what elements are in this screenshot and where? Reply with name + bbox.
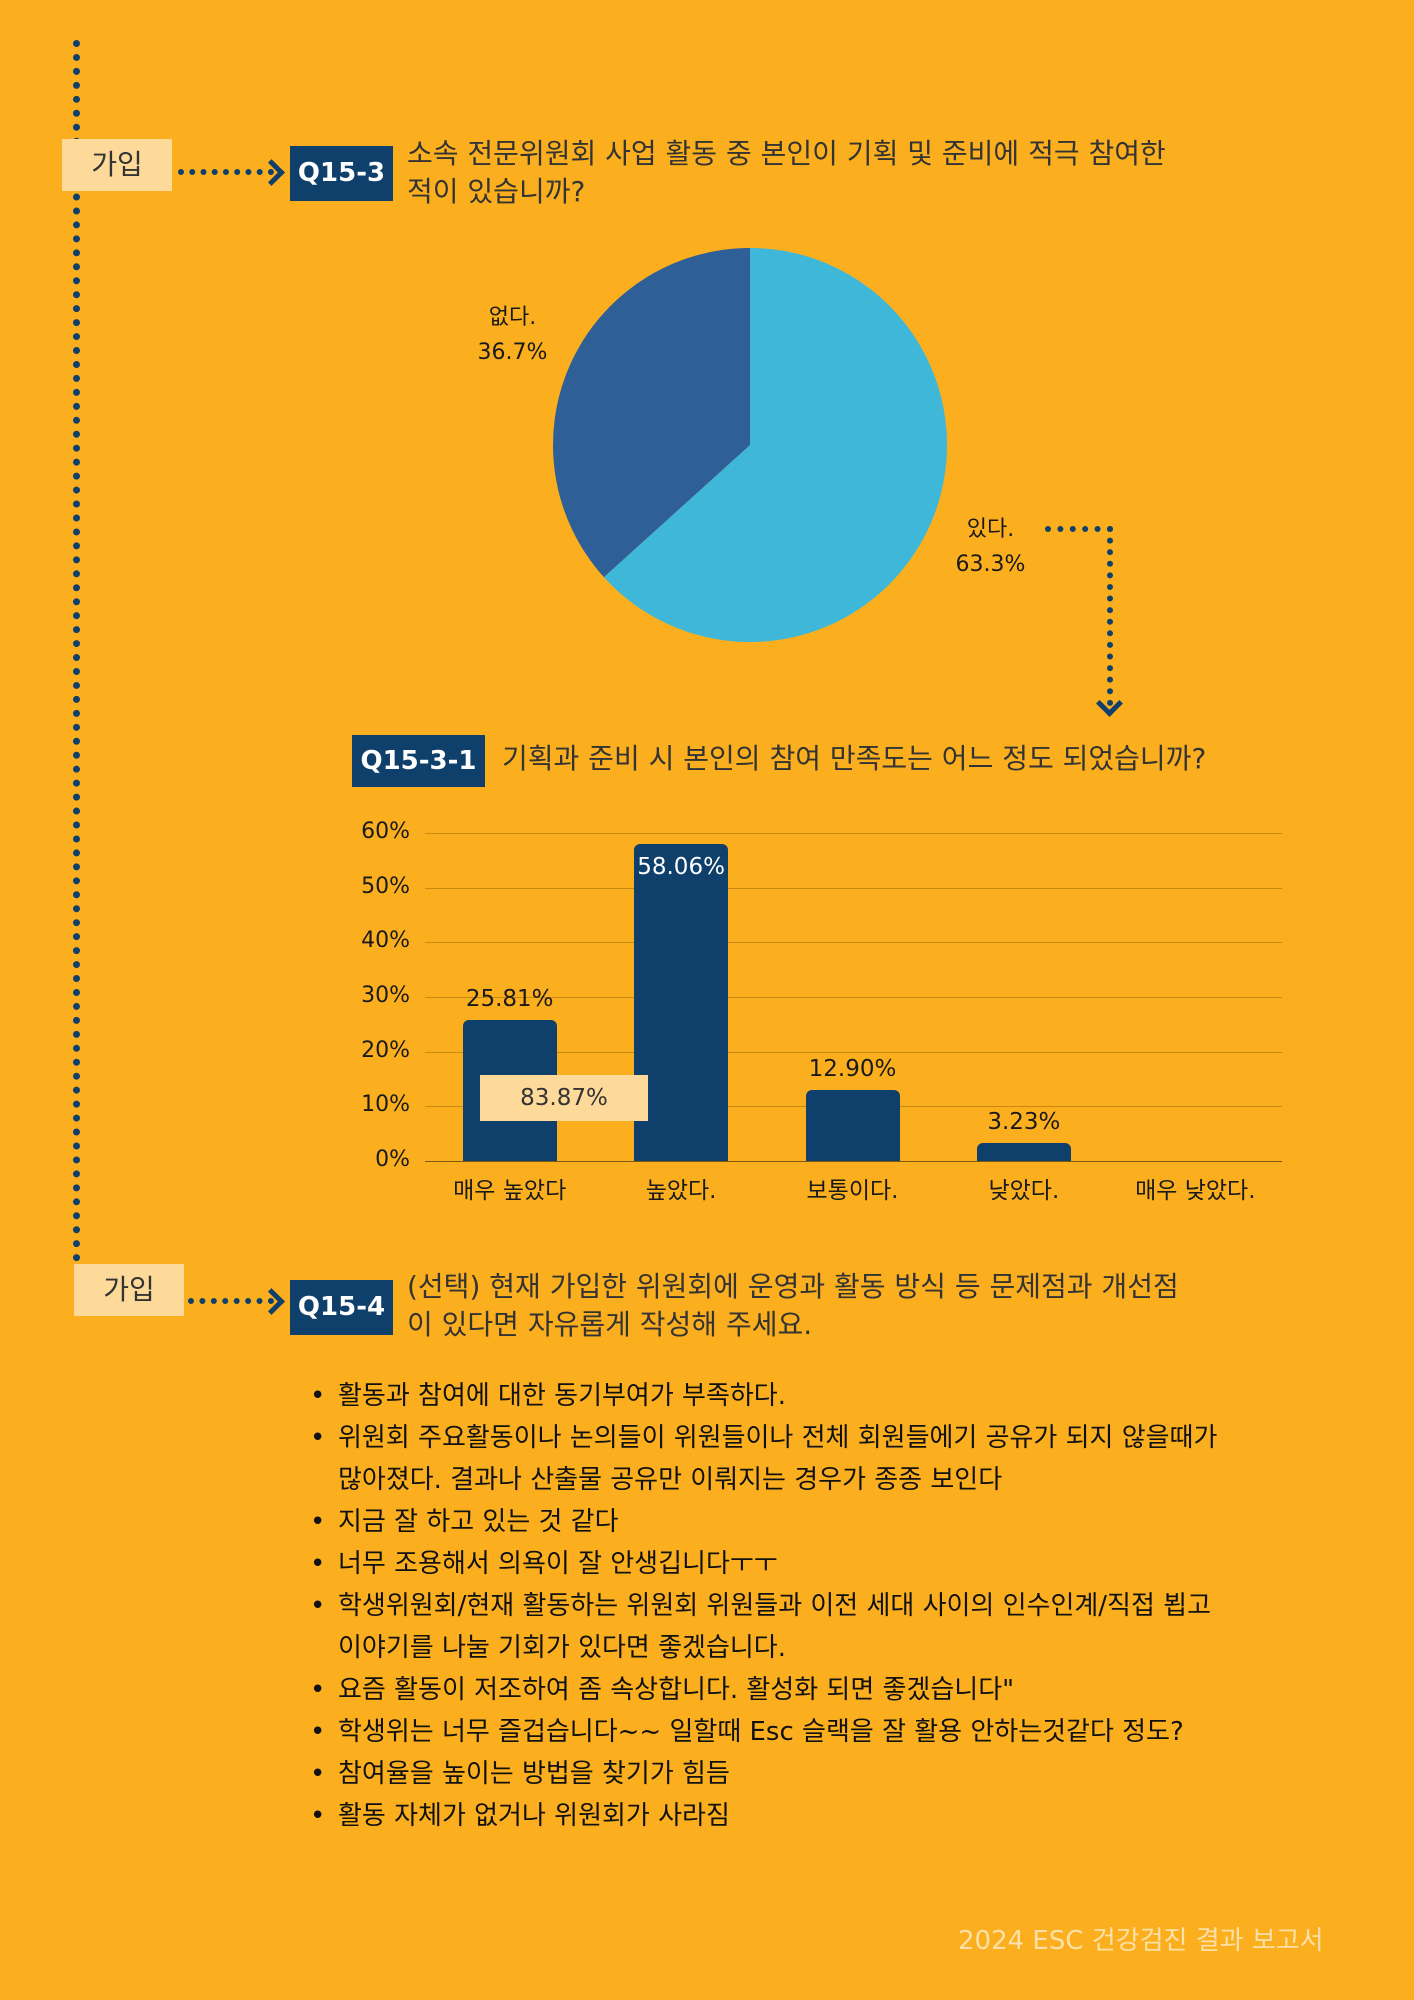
list-item: 활동과 참여에 대한 동기부여가 부족하다. <box>308 1375 1368 1417</box>
list-item: 참여율을 높이는 방법을 찾기가 힘듬 <box>308 1753 1368 1795</box>
question-badge-q15-3: Q15-3 <box>290 146 393 201</box>
list-item: 학생위원회/현재 활동하는 위원회 위원들과 이전 세대 사이의 인수인계/직접… <box>308 1585 1368 1669</box>
bar <box>634 843 729 1161</box>
connector-dots <box>178 169 274 175</box>
connector-dots <box>1045 526 1113 532</box>
y-axis-tick-label: 20% <box>361 1037 410 1063</box>
gridline <box>425 887 1282 889</box>
arrow-right-icon <box>258 159 285 186</box>
pie-label-yes: 있다. 63.3% <box>928 512 1053 582</box>
satisfaction-bar-chart: 0% 10% 20% 30% 40% 50% 60% 25.81% 매우 높았다 58.06% 높았… <box>330 815 1300 1215</box>
y-axis-tick-label: 0% <box>375 1147 410 1172</box>
bar-value-label: 25.81% <box>465 985 554 1012</box>
y-axis-tick-label: 40% <box>361 928 410 954</box>
question-badge-q15-4: Q15-4 <box>290 1280 393 1335</box>
y-axis-tick-label: 50% <box>361 873 410 899</box>
question-text-q15-3: 소속 전문위원회 사업 활동 중 본인이 기획 및 준비에 적극 참여한 적이 … <box>407 135 1367 211</box>
combined-percentage-annotation: 83.87% <box>480 1075 648 1121</box>
bar <box>805 1090 900 1161</box>
pie-label-no-text: 없다. <box>488 305 537 330</box>
gridline <box>425 997 1282 998</box>
x-axis-category-label: 매우 낮았다. <box>1135 1178 1256 1204</box>
question-text-q15-4: (선택) 현재 가입한 위원회에 운영과 활동 방식 등 문제점과 개선점 이 … <box>407 1268 1367 1344</box>
x-axis-category-label: 낮았다. <box>988 1178 1060 1204</box>
y-axis-tick-label: 30% <box>361 983 410 1008</box>
question-text-line: 이 있다면 자유롭게 작성해 주세요. <box>407 1308 813 1341</box>
arrow-down-icon <box>1096 690 1123 717</box>
gridline <box>425 833 1282 834</box>
pie-label-no: 없다. 36.7% <box>450 300 575 370</box>
list-item: 지금 잘 하고 있는 것 같다 <box>308 1501 1368 1543</box>
gridline <box>425 1161 1282 1162</box>
list-item-line: 위원회 주요활동이나 논의들이 위원들이나 전체 회원들에기 공유가 되지 않을… <box>338 1423 1218 1453</box>
list-item: 학생위는 너무 즐겁습니다~~ 일할때 Esc 슬랙을 잘 활용 안하는것같다 … <box>308 1711 1368 1753</box>
bar <box>976 1143 1071 1161</box>
y-axis-tick-label: 10% <box>361 1092 410 1118</box>
x-axis-category-label: 보통이다. <box>806 1178 899 1204</box>
question-text-line: 소속 전문위원회 사업 활동 중 본인이 기획 및 준비에 적극 참여한 <box>407 137 1166 170</box>
list-item-line: 학생위원회/현재 활동하는 위원회 위원들과 이전 세대 사이의 인수인계/직접… <box>338 1591 1211 1621</box>
pie-label-yes-value: 63.3% <box>955 552 1026 577</box>
list-item: 활동 자체가 없거나 위원회가 사라짐 <box>308 1795 1368 1837</box>
join-tag: 가입 <box>74 1264 184 1316</box>
question-badge-q15-3-1: Q15-3-1 <box>352 735 485 787</box>
list-item: 위원회 주요활동이나 논의들이 위원들이나 전체 회원들에기 공유가 되지 않을… <box>308 1417 1368 1501</box>
bar-value-label: 58.06% <box>637 853 725 880</box>
pie-label-no-value: 36.7% <box>477 340 548 365</box>
gridline <box>425 1051 1282 1053</box>
question-text-line: (선택) 현재 가입한 위원회에 운영과 활동 방식 등 문제점과 개선점 <box>407 1270 1179 1303</box>
participation-pie-chart <box>552 248 947 642</box>
answer-list: 활동과 참여에 대한 동기부여가 부족하다. 위원회 주요활동이나 논의들이 위… <box>308 1375 1368 1837</box>
list-item-line: 많아졌다. 결과나 산출물 공유만 이뤄지는 경우가 종종 보인다 <box>338 1465 1003 1495</box>
bar-value-label: 12.90% <box>808 1056 897 1083</box>
pie-slice-no <box>552 248 750 578</box>
gridline <box>425 942 1282 944</box>
pie-label-yes-text: 있다. <box>966 517 1015 542</box>
pie-slice-yes <box>603 248 947 642</box>
bar-value-label: 3.23% <box>987 1109 1061 1136</box>
arrow-right-icon <box>258 1288 285 1315</box>
report-footer-title: 2024 ESC 건강검진 결과 보고서 <box>958 1926 1324 1956</box>
join-tag: 가입 <box>62 139 172 191</box>
x-axis-category-label: 높았다. <box>645 1178 717 1204</box>
question-text-line: 적이 있습니까? <box>407 175 586 208</box>
y-axis-tick-label: 60% <box>361 819 410 844</box>
list-item-line: 이야기를 나눌 기회가 있다면 좋겠습니다. <box>338 1633 786 1663</box>
x-axis-category-label: 매우 높았다 <box>453 1178 567 1204</box>
connector-dots-vertical <box>1107 526 1113 706</box>
question-text-q15-3-1: 기획과 준비 시 본인의 참여 만족도는 어느 정도 되었습니까? <box>502 742 1207 775</box>
list-item: 요즘 활동이 저조하여 좀 속상합니다. 활성화 되면 좋겠습니다" <box>308 1669 1368 1711</box>
list-item: 너무 조용해서 의욕이 잘 안생깁니다ㅜㅜ <box>308 1543 1368 1585</box>
vertical-connector-line <box>73 40 80 1262</box>
connector-dots <box>188 1298 274 1304</box>
